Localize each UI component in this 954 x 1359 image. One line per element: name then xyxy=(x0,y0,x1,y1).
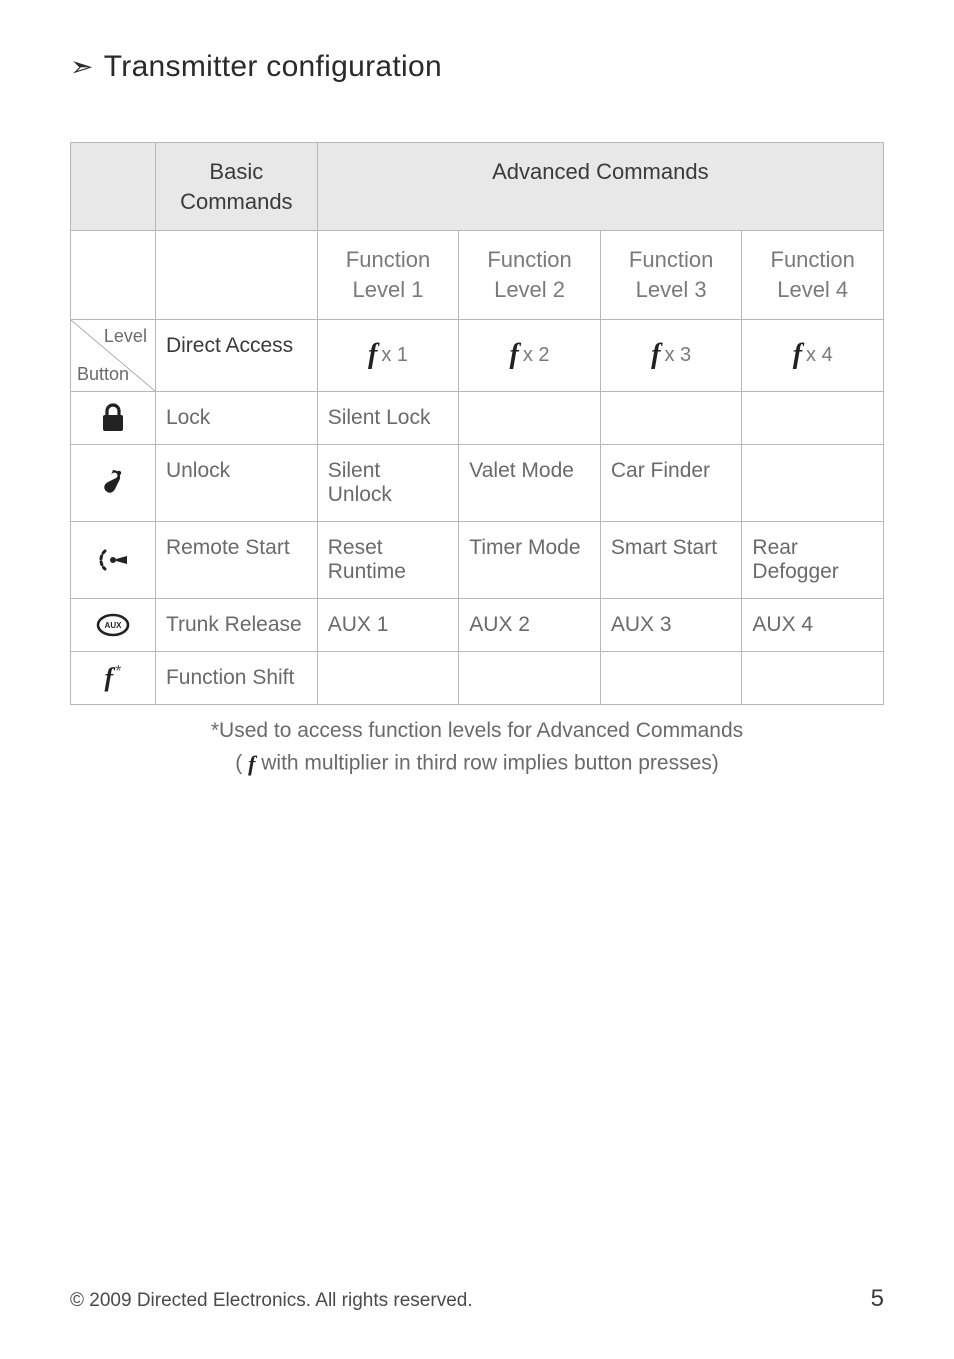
aux-icon: AUX xyxy=(71,598,156,651)
cell-l3: Car Finder xyxy=(600,444,742,521)
cell-basic: Trunk Release xyxy=(155,598,317,651)
page-footer: © 2009 Directed Electronics. All rights … xyxy=(70,1285,884,1313)
cell-basic: Remote Start xyxy=(155,521,317,598)
svg-text:AUX: AUX xyxy=(105,621,123,630)
f-icon: f xyxy=(510,339,519,371)
header-fn-level-3: Function Level 3 xyxy=(600,231,742,319)
footnote-line-2: ( f with multiplier in third row implies… xyxy=(70,747,884,781)
cell-l2: AUX 2 xyxy=(459,598,601,651)
diag-label-level: Level xyxy=(104,326,147,347)
header-fn-level-1: Function Level 1 xyxy=(317,231,459,319)
cell-l2 xyxy=(459,651,601,704)
page-heading: ➣ Transmitter configuration xyxy=(70,50,884,84)
footnote-line-1: *Used to access function levels for Adva… xyxy=(70,715,884,748)
cell-l1: AUX 1 xyxy=(317,598,459,651)
footer-page-number: 5 xyxy=(871,1285,884,1313)
cell-l4: AUX 4 xyxy=(742,598,884,651)
f-icon: f xyxy=(651,339,660,371)
header-fn-level-2: Function Level 2 xyxy=(459,231,601,319)
cell-basic: Unlock xyxy=(155,444,317,521)
header-basic-commands: Basic Commands xyxy=(155,143,317,231)
cell-l4 xyxy=(742,444,884,521)
f-times-4: fx 4 xyxy=(742,319,884,391)
transmitter-config-table: Basic Commands Advanced Commands Functio… xyxy=(70,142,884,705)
header-advanced-commands: Advanced Commands xyxy=(317,143,883,231)
cell-l1: Reset Runtime xyxy=(317,521,459,598)
remote-start-icon xyxy=(71,521,156,598)
cell-l4 xyxy=(742,651,884,704)
table-row: f* Function Shift xyxy=(71,651,884,704)
table-row: Lock Silent Lock xyxy=(71,391,884,444)
cell-l1: Silent Unlock xyxy=(317,444,459,521)
cell-basic: Function Shift xyxy=(155,651,317,704)
header-fn-level-4: Function Level 4 xyxy=(742,231,884,319)
cell-l1: Silent Lock xyxy=(317,391,459,444)
direct-access-label: Direct Access xyxy=(155,319,317,391)
cell-basic: Lock xyxy=(155,391,317,444)
function-shift-icon: f* xyxy=(71,651,156,704)
header-blank-2 xyxy=(71,231,156,319)
header-blank-1 xyxy=(71,143,156,231)
f-times-3: fx 3 xyxy=(600,319,742,391)
f-icon: f xyxy=(793,339,802,371)
cell-l3 xyxy=(600,391,742,444)
lock-icon xyxy=(71,391,156,444)
cell-l2: Timer Mode xyxy=(459,521,601,598)
heading-text: Transmitter configuration xyxy=(104,50,442,84)
cell-l3 xyxy=(600,651,742,704)
table-row: AUX Trunk Release AUX 1 AUX 2 AUX 3 AUX … xyxy=(71,598,884,651)
f-times-1: fx 1 xyxy=(317,319,459,391)
header-blank-3 xyxy=(155,231,317,319)
f-icon: f xyxy=(368,339,377,371)
table-row: Remote Start Reset Runtime Timer Mode Sm… xyxy=(71,521,884,598)
diagonal-level-button-cell: Level Button xyxy=(71,319,156,391)
unlock-icon xyxy=(71,444,156,521)
table-row: Unlock Silent Unlock Valet Mode Car Find… xyxy=(71,444,884,521)
footnote: *Used to access function levels for Adva… xyxy=(70,715,884,782)
cell-l2: Valet Mode xyxy=(459,444,601,521)
cell-l3: Smart Start xyxy=(600,521,742,598)
cell-l1 xyxy=(317,651,459,704)
diag-label-button: Button xyxy=(77,364,129,385)
cell-l4: Rear Defogger xyxy=(742,521,884,598)
cell-l4 xyxy=(742,391,884,444)
heading-arrow-icon: ➣ xyxy=(70,53,94,81)
cell-l2 xyxy=(459,391,601,444)
f-times-2: fx 2 xyxy=(459,319,601,391)
cell-l3: AUX 3 xyxy=(600,598,742,651)
footer-copyright: © 2009 Directed Electronics. All rights … xyxy=(70,1290,473,1312)
